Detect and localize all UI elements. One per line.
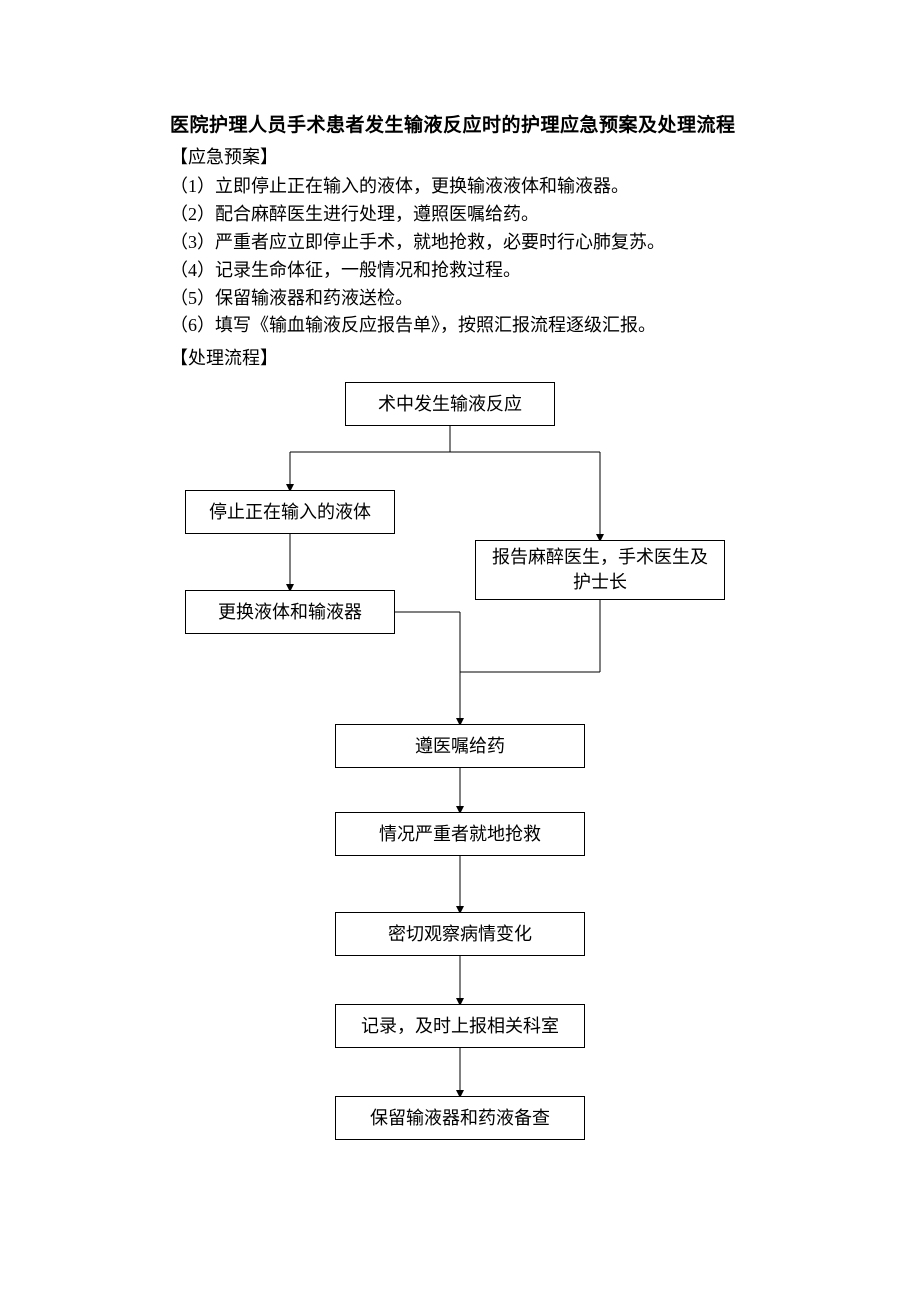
- plan-item: （5）保留输液器和药液送检。: [170, 285, 750, 313]
- plan-item: （6）填写《输血输液反应报告单》，按照汇报流程逐级汇报。: [170, 312, 750, 340]
- plan-item: （1）立即停止正在输入的液体，更换输液液体和输液器。: [170, 173, 750, 201]
- flow-node-observe: 密切观察病情变化: [335, 912, 585, 956]
- flow-node-retain-device: 保留输液器和药液备查: [335, 1096, 585, 1140]
- plan-item: （4）记录生命体征，一般情况和抢救过程。: [170, 257, 750, 285]
- flow-node-stop-infusion: 停止正在输入的液体: [185, 490, 395, 534]
- doc-title: 医院护理人员手术患者发生输液反应时的护理应急预案及处理流程: [170, 110, 750, 137]
- plan-list: （1）立即停止正在输入的液体，更换输液液体和输液器。 （2）配合麻醉医生进行处理…: [170, 173, 750, 340]
- flow-section-label: 【处理流程】: [170, 344, 750, 370]
- plan-section-label: 【应急预案】: [170, 143, 750, 169]
- flow-node-record-report: 记录，及时上报相关科室: [335, 1004, 585, 1048]
- flowchart: 术中发生输液反应 停止正在输入的液体 报告麻醉医生，手术医生及护士长 更换液体和…: [170, 382, 750, 1162]
- flow-node-report-doctors: 报告麻醉医生，手术医生及护士长: [475, 540, 725, 600]
- flow-node-follow-orders: 遵医嘱给药: [335, 724, 585, 768]
- plan-item: （2）配合麻醉医生进行处理，遵照医嘱给药。: [170, 201, 750, 229]
- plan-item: （3）严重者应立即停止手术，就地抢救，必要时行心肺复苏。: [170, 229, 750, 257]
- flow-node-start: 术中发生输液反应: [345, 382, 555, 426]
- flow-node-rescue: 情况严重者就地抢救: [335, 812, 585, 856]
- flow-node-replace-fluid: 更换液体和输液器: [185, 590, 395, 634]
